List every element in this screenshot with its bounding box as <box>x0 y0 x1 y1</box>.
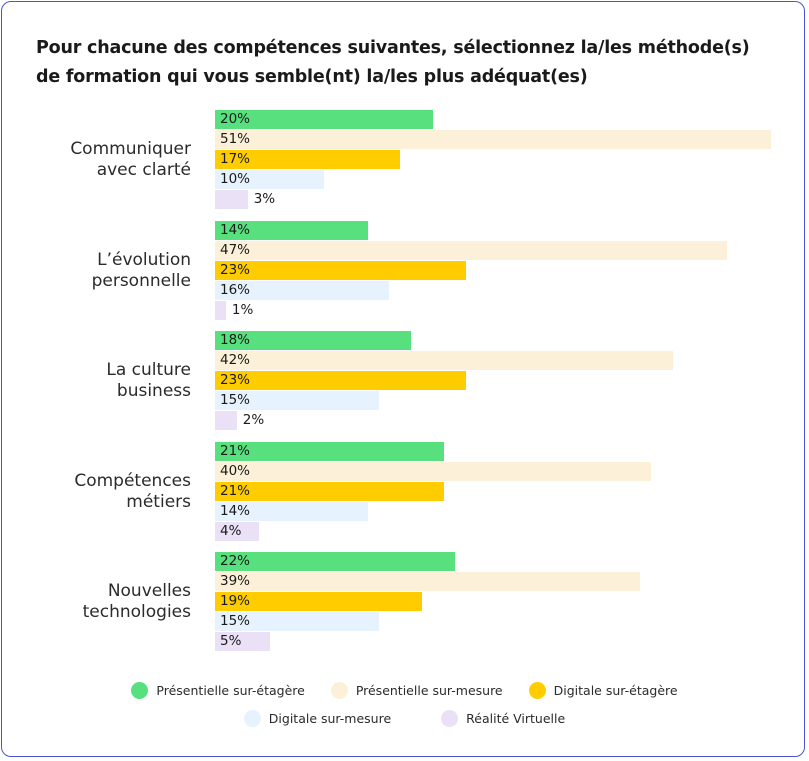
data-label: 18% <box>220 332 251 348</box>
bar <box>215 280 390 300</box>
category-label-line: Compétences <box>74 470 191 491</box>
data-label: 5% <box>220 633 242 649</box>
bar <box>215 391 379 410</box>
bar <box>215 411 237 430</box>
chart-title: Pour chacune des compétences suivantes, … <box>36 38 750 87</box>
data-label: 4% <box>220 522 242 539</box>
data-label: 47% <box>220 241 251 258</box>
category-label-line: Communiquer <box>70 139 191 159</box>
legend-item[interactable]: Digitale sur-étagère <box>528 682 678 699</box>
data-label: 42% <box>220 352 251 368</box>
bar <box>215 220 368 240</box>
legend-label: Réalité Virtuelle <box>466 711 566 726</box>
bar <box>215 150 401 169</box>
bar <box>215 552 455 571</box>
bar <box>215 612 379 631</box>
legend-item[interactable]: Réalité Virtuelle <box>441 710 565 727</box>
legend-row: Présentielle sur-étagère Présentielle sur… <box>0 682 809 699</box>
data-label: 21% <box>220 482 251 499</box>
category-label-line: technologies <box>82 602 191 622</box>
bar <box>215 371 466 390</box>
legend-label: Digitale sur-étagère <box>553 683 678 698</box>
data-label: 10% <box>220 171 251 187</box>
data-label: 3% <box>253 191 276 207</box>
bar <box>215 110 434 129</box>
data-label: 22% <box>220 553 251 569</box>
bar <box>215 481 444 501</box>
category-label-line: business <box>116 381 191 401</box>
category-label-line: avec clarté <box>96 160 191 180</box>
data-label: 14% <box>220 221 251 238</box>
bar <box>215 190 248 209</box>
data-label: 14% <box>220 502 251 519</box>
legend-swatch <box>243 710 261 727</box>
data-label: 39% <box>220 573 251 589</box>
bar <box>215 351 673 370</box>
data-label: 15% <box>220 392 251 408</box>
bar <box>215 441 444 461</box>
category-label: La culture business <box>11 360 191 402</box>
category-label-line: La culture <box>106 360 191 380</box>
bar <box>215 240 728 260</box>
bar <box>215 572 641 591</box>
data-label: 23% <box>220 372 251 388</box>
legend-label: Présentielle sur-mesure <box>355 683 503 698</box>
legend-item[interactable]: Présentielle sur-mesure <box>330 682 503 699</box>
data-label: 17% <box>220 151 251 167</box>
bar <box>215 130 771 149</box>
legend-label: Digitale sur-mesure <box>268 711 392 726</box>
category-label: L’évolution personnelle <box>11 250 191 292</box>
data-label: 51% <box>220 131 251 147</box>
legend-row: Digitale sur-mesure Réalité Virtuelle <box>0 710 809 727</box>
bar <box>215 170 325 189</box>
bar <box>215 521 259 541</box>
data-label: 15% <box>220 613 251 629</box>
legend-label: Présentielle sur-étagère <box>156 683 305 698</box>
bar <box>215 461 652 481</box>
category-label-line: L’évolution <box>97 249 191 270</box>
legend-swatch <box>330 682 348 699</box>
category-label: Communiquer avec clarté <box>11 139 191 181</box>
legend-swatch <box>528 682 546 699</box>
data-label: 1% <box>231 301 254 318</box>
data-label: 23% <box>220 261 251 278</box>
bar <box>215 300 226 320</box>
bar <box>215 260 466 280</box>
data-label: 20% <box>220 111 251 127</box>
data-label: 40% <box>220 462 251 479</box>
data-label: 21% <box>220 442 251 459</box>
legend-item[interactable]: Présentielle sur-étagère <box>131 682 305 699</box>
legend-swatch <box>131 682 149 699</box>
category-label: Compétences métiers <box>11 471 191 513</box>
data-label: 19% <box>220 593 251 609</box>
data-label: 2% <box>242 412 265 428</box>
category-label-line: personnelle <box>91 270 191 291</box>
legend-item[interactable]: Digitale sur-mesure <box>243 710 392 727</box>
category-label: Nouvelles technologies <box>11 581 191 623</box>
bar <box>215 592 423 611</box>
bar <box>215 501 368 521</box>
category-label-line: métiers <box>126 491 191 512</box>
category-label-line: Nouvelles <box>107 581 191 601</box>
legend-swatch <box>441 710 459 727</box>
bar <box>215 632 270 651</box>
bar <box>215 331 412 350</box>
data-label: 16% <box>220 281 251 298</box>
